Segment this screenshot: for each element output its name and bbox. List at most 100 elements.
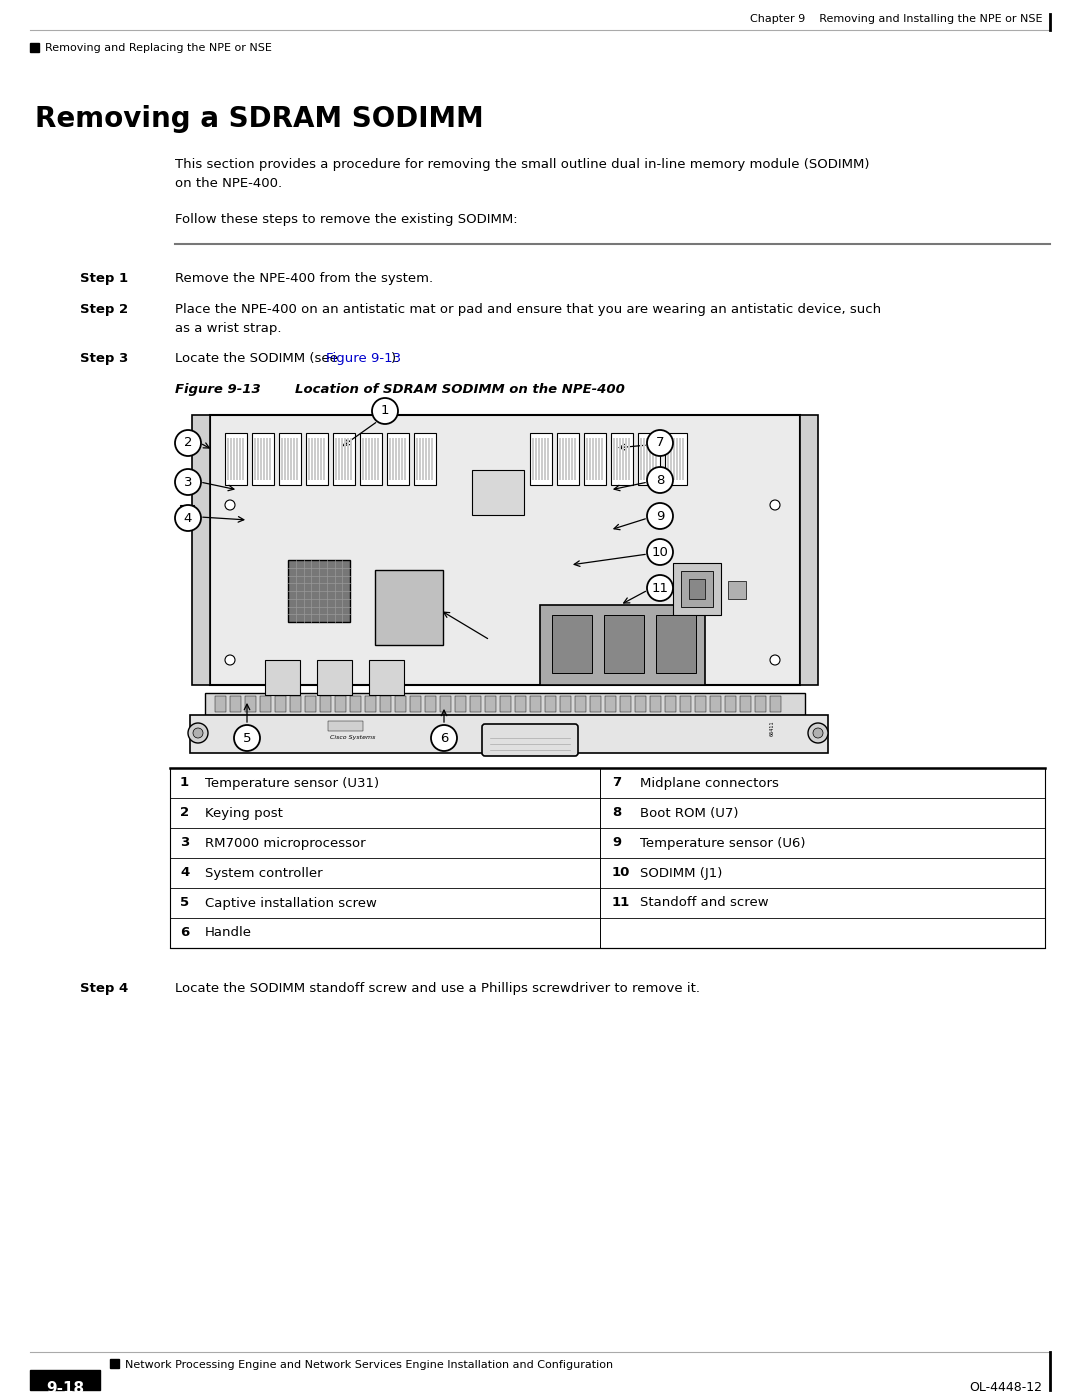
Text: Keying post: Keying post	[205, 806, 283, 820]
Bar	[401, 439, 403, 481]
Bar	[541, 439, 543, 481]
Bar	[323, 439, 325, 481]
Bar	[308, 439, 310, 481]
Bar	[431, 439, 433, 481]
Bar	[338, 439, 340, 481]
Bar	[233, 439, 235, 481]
Circle shape	[175, 469, 201, 495]
Text: 9: 9	[656, 510, 664, 522]
Bar	[620, 696, 631, 712]
Bar	[389, 439, 391, 481]
Text: 9-18: 9-18	[46, 1382, 84, 1396]
Text: Temperature sensor (U31): Temperature sensor (U31)	[205, 777, 379, 789]
Bar	[242, 439, 244, 481]
Text: Removing and Replacing the NPE or NSE: Removing and Replacing the NPE or NSE	[45, 43, 272, 53]
Circle shape	[234, 725, 260, 752]
Bar	[350, 439, 352, 481]
Bar	[689, 578, 705, 599]
Bar	[422, 439, 424, 481]
Bar	[545, 696, 556, 712]
Text: OL-4448-12: OL-4448-12	[969, 1382, 1042, 1394]
Text: 6: 6	[440, 732, 448, 745]
Text: Place the NPE-400 on an antistatic mat or pad and ensure that you are wearing an: Place the NPE-400 on an antistatic mat o…	[175, 303, 881, 335]
Bar	[613, 439, 615, 481]
Bar	[428, 439, 430, 481]
Bar	[470, 696, 481, 712]
Text: 4: 4	[180, 866, 189, 880]
Text: System controller: System controller	[205, 866, 323, 880]
Bar	[568, 439, 570, 481]
Bar	[380, 696, 391, 712]
Text: 11: 11	[612, 897, 631, 909]
Bar	[656, 615, 696, 673]
Bar	[665, 696, 676, 712]
Text: 3: 3	[180, 837, 189, 849]
Bar	[681, 571, 713, 608]
Text: SODIMM (J1): SODIMM (J1)	[640, 866, 723, 880]
Circle shape	[193, 728, 203, 738]
Text: Figure 9-13: Figure 9-13	[326, 352, 401, 365]
Bar	[320, 696, 330, 712]
Bar	[227, 439, 229, 481]
Bar	[365, 696, 376, 712]
Bar	[260, 439, 262, 481]
Bar	[573, 439, 576, 481]
Text: Midplane connectors: Midplane connectors	[640, 777, 779, 789]
Text: 5: 5	[243, 732, 252, 745]
Bar	[546, 439, 549, 481]
Bar	[311, 439, 313, 481]
Text: Temperature sensor (U6): Temperature sensor (U6)	[640, 837, 806, 849]
Circle shape	[808, 724, 828, 743]
Bar	[725, 696, 735, 712]
Bar	[616, 439, 618, 481]
Circle shape	[647, 503, 673, 529]
Bar	[604, 615, 644, 673]
Bar	[254, 439, 256, 481]
Text: 2: 2	[184, 436, 192, 450]
Text: 7: 7	[656, 436, 664, 450]
Bar	[372, 439, 373, 481]
Bar	[293, 439, 295, 481]
Bar	[341, 439, 343, 481]
Bar	[287, 439, 289, 481]
Text: Cisco Systems: Cisco Systems	[330, 735, 376, 739]
Circle shape	[372, 398, 399, 425]
Bar	[225, 433, 247, 485]
Bar	[30, 1370, 100, 1390]
Bar	[770, 696, 781, 712]
Bar	[269, 439, 271, 481]
Bar	[680, 696, 691, 712]
Bar	[625, 439, 627, 481]
Bar	[598, 439, 600, 481]
FancyBboxPatch shape	[482, 724, 578, 756]
Bar	[275, 696, 286, 712]
Bar	[296, 439, 298, 481]
Bar	[368, 439, 370, 481]
Bar	[264, 439, 265, 481]
Bar	[571, 439, 573, 481]
Bar	[673, 439, 675, 481]
Bar	[333, 433, 355, 485]
Bar	[237, 439, 238, 481]
Bar	[288, 560, 350, 622]
Text: Follow these steps to remove the existing SODIMM:: Follow these steps to remove the existin…	[175, 212, 517, 226]
Bar	[562, 439, 564, 481]
Bar	[710, 696, 721, 712]
Bar	[472, 469, 524, 515]
Bar	[395, 439, 397, 481]
Text: 1: 1	[381, 405, 389, 418]
Bar	[180, 504, 194, 525]
Text: 10: 10	[612, 866, 631, 880]
Bar	[30, 43, 39, 52]
Circle shape	[225, 500, 235, 510]
Bar	[345, 439, 346, 481]
Bar	[530, 433, 552, 485]
Bar	[575, 696, 586, 712]
Bar	[611, 433, 633, 485]
Bar	[419, 439, 421, 481]
Text: 3: 3	[184, 475, 192, 489]
Text: Removing a SDRAM SODIMM: Removing a SDRAM SODIMM	[35, 105, 484, 133]
Text: Locate the SODIMM (see: Locate the SODIMM (see	[175, 352, 342, 365]
Bar	[192, 415, 210, 685]
Circle shape	[813, 728, 823, 738]
